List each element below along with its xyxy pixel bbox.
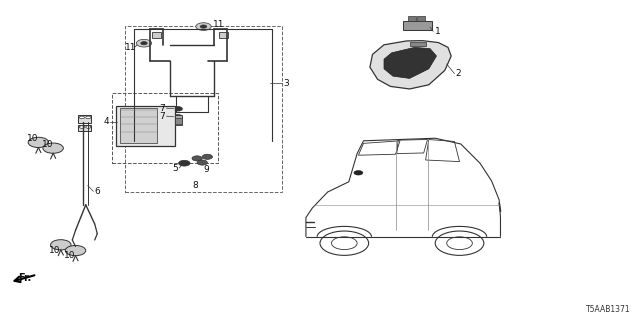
Bar	[152, 32, 161, 38]
Text: 3: 3	[283, 79, 289, 88]
Circle shape	[65, 245, 86, 256]
Text: 10: 10	[64, 252, 76, 260]
Bar	[78, 125, 91, 131]
Circle shape	[51, 240, 71, 250]
Polygon shape	[384, 47, 436, 78]
Bar	[175, 115, 182, 125]
Bar	[417, 16, 425, 21]
Circle shape	[136, 39, 152, 47]
Text: 10: 10	[42, 140, 53, 148]
Text: 10: 10	[27, 134, 38, 143]
Text: 7: 7	[159, 112, 164, 121]
Circle shape	[43, 143, 63, 153]
Circle shape	[28, 137, 49, 148]
Circle shape	[173, 107, 182, 111]
Bar	[112, 93, 218, 163]
Polygon shape	[370, 41, 451, 89]
Text: T5AAB1371: T5AAB1371	[586, 305, 630, 314]
Text: 10: 10	[49, 246, 61, 255]
Bar	[116, 106, 175, 146]
Circle shape	[354, 171, 363, 175]
Bar	[125, 26, 282, 192]
Text: 1: 1	[435, 27, 441, 36]
Bar	[408, 16, 416, 21]
Text: 7: 7	[159, 104, 164, 113]
Circle shape	[141, 42, 147, 45]
Text: 11: 11	[213, 20, 225, 28]
Bar	[120, 108, 157, 143]
Text: 4: 4	[104, 117, 109, 126]
Circle shape	[79, 126, 84, 128]
Circle shape	[202, 154, 212, 159]
Circle shape	[192, 156, 202, 161]
Bar	[219, 32, 228, 38]
Circle shape	[173, 115, 182, 119]
Text: 2: 2	[456, 69, 461, 78]
Text: 9: 9	[204, 165, 209, 174]
Circle shape	[79, 116, 84, 119]
Bar	[78, 115, 91, 123]
Circle shape	[86, 126, 91, 128]
Circle shape	[179, 160, 190, 166]
Bar	[175, 118, 182, 124]
Text: 8: 8	[192, 181, 198, 190]
Circle shape	[86, 116, 91, 119]
Text: 6: 6	[95, 187, 100, 196]
Circle shape	[196, 23, 211, 30]
Circle shape	[200, 25, 207, 28]
Bar	[403, 21, 432, 30]
Circle shape	[197, 160, 207, 165]
Text: Fr.: Fr.	[18, 273, 31, 283]
Text: 5: 5	[172, 164, 178, 172]
Text: 11: 11	[125, 43, 137, 52]
Bar	[410, 42, 426, 46]
